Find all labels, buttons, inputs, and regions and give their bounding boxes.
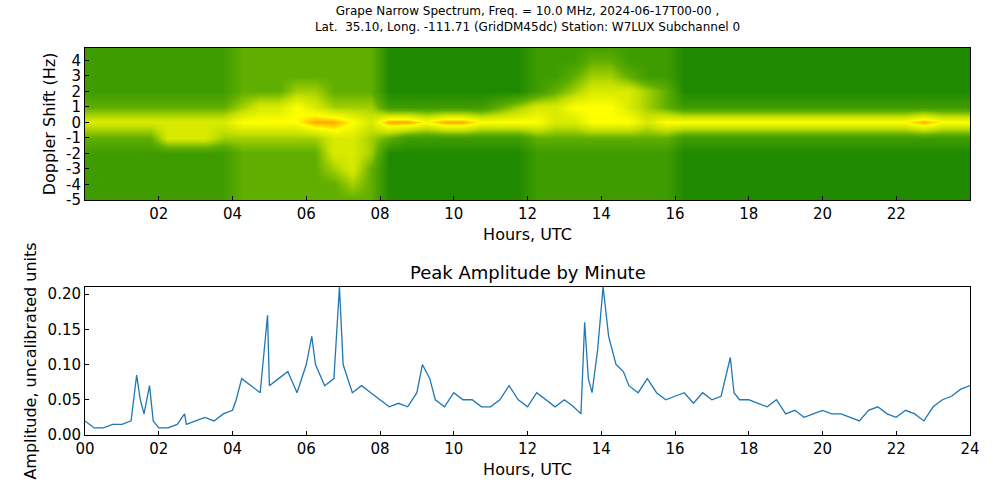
- svg-text:-4: -4: [66, 176, 81, 194]
- svg-text:Grape Narrow Spectrum, Freq. =: Grape Narrow Spectrum, Freq. = 10.0 MHz,…: [315, 4, 740, 34]
- svg-text:16: 16: [665, 205, 684, 223]
- svg-text:Peak Amplitude by Minute: Peak Amplitude by Minute: [410, 262, 646, 283]
- svg-text:18: 18: [739, 205, 758, 223]
- svg-text:20: 20: [813, 205, 832, 223]
- svg-text:12: 12: [518, 205, 537, 223]
- svg-text:0.15: 0.15: [48, 321, 81, 339]
- svg-text:06: 06: [297, 205, 316, 223]
- svg-text:12: 12: [518, 440, 537, 458]
- svg-text:02: 02: [149, 205, 168, 223]
- svg-text:14: 14: [592, 205, 611, 223]
- svg-text:18: 18: [739, 440, 758, 458]
- svg-text:0.10: 0.10: [48, 356, 81, 374]
- svg-text:0.05: 0.05: [48, 391, 81, 409]
- svg-text:-5: -5: [66, 191, 81, 209]
- svg-text:-3: -3: [66, 160, 81, 178]
- svg-text:0.00: 0.00: [48, 426, 81, 444]
- svg-text:-1: -1: [66, 129, 81, 147]
- svg-text:Hours, UTC: Hours, UTC: [483, 460, 572, 479]
- svg-text:3: 3: [71, 67, 81, 85]
- svg-text:Amplitude, uncalibrated units: Amplitude, uncalibrated units: [21, 242, 40, 479]
- svg-text:Doppler Shift (Hz): Doppler Shift (Hz): [40, 53, 59, 196]
- svg-text:04: 04: [223, 440, 242, 458]
- svg-text:10: 10: [444, 440, 463, 458]
- svg-text:1: 1: [71, 98, 81, 116]
- svg-text:00: 00: [75, 440, 94, 458]
- svg-text:4: 4: [71, 52, 81, 70]
- svg-text:06: 06: [297, 440, 316, 458]
- svg-text:14: 14: [592, 440, 611, 458]
- svg-text:10: 10: [444, 205, 463, 223]
- svg-text:08: 08: [370, 205, 389, 223]
- svg-text:Hours, UTC: Hours, UTC: [483, 225, 572, 244]
- svg-text:04: 04: [223, 205, 242, 223]
- svg-text:08: 08: [370, 440, 389, 458]
- svg-text:24: 24: [960, 440, 979, 458]
- svg-text:0: 0: [71, 114, 81, 132]
- svg-text:02: 02: [149, 440, 168, 458]
- svg-text:0.20: 0.20: [48, 285, 81, 303]
- svg-text:22: 22: [887, 440, 906, 458]
- svg-text:16: 16: [665, 440, 684, 458]
- svg-text:-2: -2: [66, 145, 81, 163]
- svg-text:20: 20: [813, 440, 832, 458]
- svg-text:22: 22: [887, 205, 906, 223]
- svg-text:2: 2: [71, 83, 81, 101]
